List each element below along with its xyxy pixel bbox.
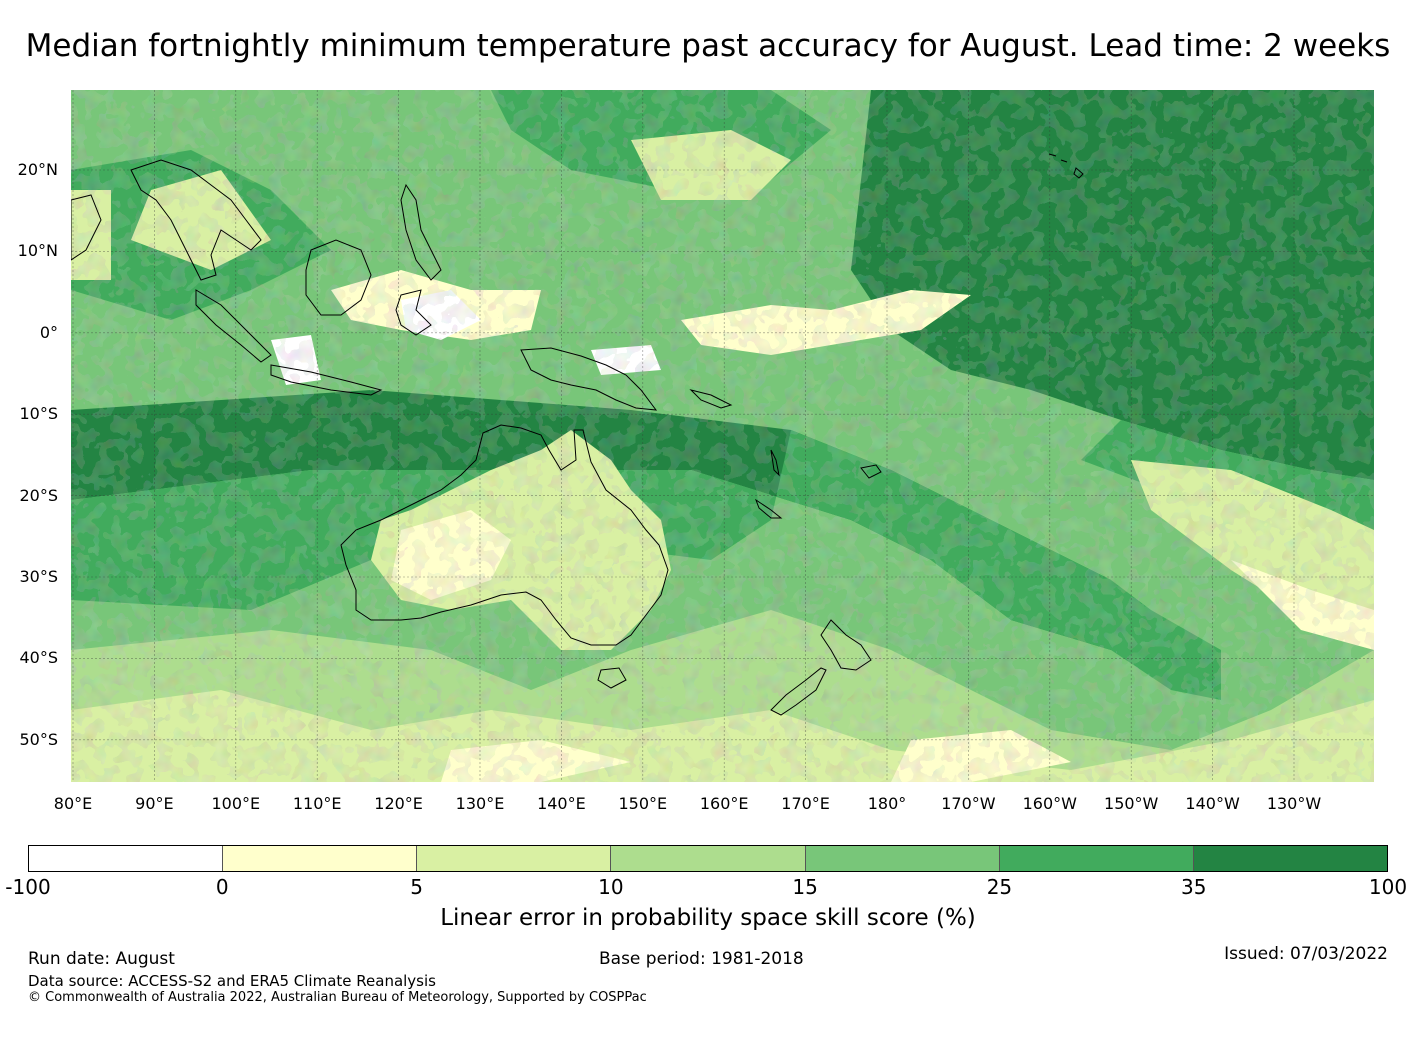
colorbar-tick-label: 35 <box>1180 875 1207 899</box>
colorbar-tick-label: 10 <box>598 875 624 899</box>
lon-label: 170°W <box>941 794 996 813</box>
colorbar-tick-label: 0 <box>215 875 229 899</box>
coastline-fiji <box>860 464 882 479</box>
map-title: Median fortnightly minimum temperature p… <box>25 28 1391 64</box>
colorbar-segment <box>805 846 1000 871</box>
lon-label: 140°E <box>537 794 586 813</box>
colorbar <box>28 845 1388 872</box>
lon-label: 100°E <box>211 794 261 813</box>
lon-label: 130°W <box>1266 794 1322 813</box>
copyright: © Commonwealth of Australia 2022, Austra… <box>28 990 647 1005</box>
lon-label: 150°W <box>1104 794 1159 813</box>
coastline-new-zealand-north <box>820 619 872 671</box>
lat-label: 10°S <box>19 404 58 424</box>
lon-label: 160°W <box>1022 794 1077 813</box>
lat-label: 10°N <box>17 241 58 261</box>
coastline-solomon-islands <box>689 389 733 409</box>
colorbar-segment <box>611 846 806 871</box>
colorbar-segment <box>223 846 418 871</box>
lon-label: 170°E <box>781 794 830 813</box>
lat-label: 20°S <box>19 485 58 505</box>
lat-label: 50°S <box>19 729 58 749</box>
colorbar-tick-label: 5 <box>410 875 423 899</box>
lon-label: 120°E <box>374 794 423 813</box>
coastline-vanuatu <box>770 449 780 477</box>
map-canvas <box>71 90 1374 782</box>
lon-label: 130°E <box>455 794 505 813</box>
colorbar-label: Linear error in probability space skill … <box>440 905 976 931</box>
lon-label: 160°E <box>699 794 749 813</box>
base-period: Base period: 1981-2018 <box>599 949 804 969</box>
coastline-india <box>71 194 102 261</box>
coastline-java <box>270 364 383 396</box>
coastline-new-guinea <box>520 347 658 411</box>
colorbar-segment <box>29 846 224 871</box>
coastline-sumatra <box>195 289 272 363</box>
lon-label: 180° <box>867 794 907 813</box>
lat-label: 0° <box>39 322 58 342</box>
coastline-philippines <box>400 183 442 281</box>
colorbar-tick-label: 100 <box>1368 875 1408 899</box>
coastline-tasmania <box>597 667 627 689</box>
colorbar-tick-label: 25 <box>986 875 1013 899</box>
coastline-new-zealand-south <box>770 667 827 716</box>
coastlines <box>71 153 1084 716</box>
coastline-borneo <box>305 239 372 316</box>
lat-label: 20°N <box>17 160 58 179</box>
coastline-hawaii <box>1048 153 1084 179</box>
colorbar-segment <box>417 846 612 871</box>
lat-label: 30°S <box>19 567 58 586</box>
data-source: Data source: ACCESS-S2 and ERA5 Climate … <box>28 972 436 990</box>
graticule <box>71 90 1374 782</box>
lon-label: 140°W <box>1185 794 1240 813</box>
lat-label: 40°S <box>19 648 58 668</box>
skill-score-map <box>71 90 1374 782</box>
lon-label: 90°E <box>135 794 174 813</box>
colorbar-segment <box>999 846 1194 871</box>
colorbar-tick-label: 15 <box>792 875 818 899</box>
coastline-australia <box>340 424 669 646</box>
coastline-indochina <box>130 159 262 281</box>
lon-label: 80°E <box>53 794 93 813</box>
run-date: Run date: August <box>28 949 175 969</box>
lon-label: 150°E <box>618 794 668 813</box>
coastline-new-caledonia <box>754 498 783 519</box>
issued-date: Issued: 07/03/2022 <box>1224 944 1388 964</box>
coastline-sulawesi <box>395 289 432 336</box>
lon-label: 110°E <box>292 794 342 813</box>
colorbar-tick-label: -100 <box>5 875 51 899</box>
field-texture <box>71 90 1374 782</box>
colorbar-segment <box>1193 846 1387 871</box>
